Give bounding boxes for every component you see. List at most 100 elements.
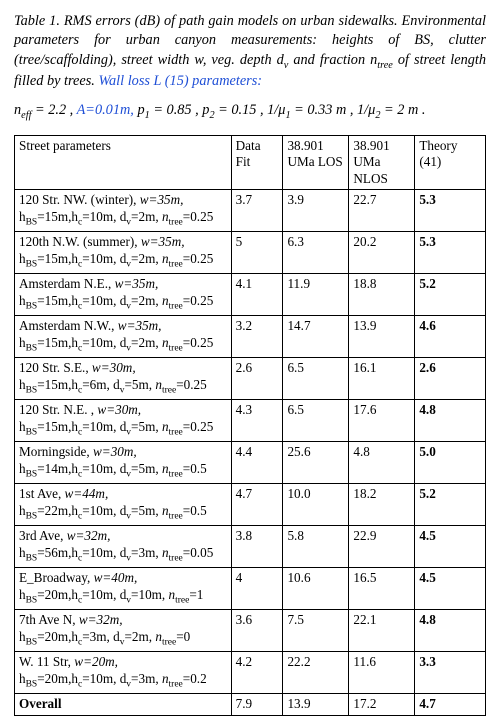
- nlos-cell: 16.1: [349, 358, 415, 400]
- street-name: 120th N.W. (summer),: [19, 234, 141, 249]
- fit-cell: 5: [231, 232, 283, 274]
- los-cell: 7.5: [283, 610, 349, 652]
- los-cell: 11.9: [283, 274, 349, 316]
- mu1-lhs: 1/: [267, 102, 278, 118]
- street-params: hBS=20m,hc=3m, dv=2m, ntree=0: [19, 629, 227, 650]
- street-cell: 1st Ave, w=44m,hBS=22m,hc=10m, dv=5m, nt…: [15, 484, 232, 526]
- fit-cell: 2.6: [231, 358, 283, 400]
- theory-cell: 3.3: [415, 652, 486, 694]
- mu1-val: = 0.33 m ,: [291, 102, 357, 118]
- los-cell: 13.9: [283, 694, 349, 716]
- theory-cell: 4.5: [415, 568, 486, 610]
- table-body: 120 Str. NW. (winter), w=35m, hBS=15m,hc=…: [15, 190, 486, 716]
- fit-cell: 3.8: [231, 526, 283, 568]
- fit-cell: 4.1: [231, 274, 283, 316]
- theory-cell: 2.6: [415, 358, 486, 400]
- street-name: 120 Str. N.E. ,: [19, 402, 97, 417]
- theory-cell: 4.7: [415, 694, 486, 716]
- street-cell: Amsterdam N.E., w=35m, hBS=15m,hc=10m, dv…: [15, 274, 232, 316]
- street-width: w=30m,: [97, 402, 141, 417]
- street-name: 7th Ave N,: [19, 612, 79, 627]
- mu2-lhs: 1/: [357, 102, 368, 118]
- street-width: w=35m,: [115, 276, 159, 291]
- fit-cell: 4.3: [231, 400, 283, 442]
- theory-cell: 5.2: [415, 484, 486, 526]
- los-cell: 6.5: [283, 358, 349, 400]
- street-name: Morningside,: [19, 444, 93, 459]
- street-name: E_Broadway,: [19, 570, 94, 585]
- table-caption: Table 1. RMS errors (dB) of path gain mo…: [14, 12, 486, 92]
- hdr-fit: Data Fit: [231, 135, 283, 190]
- p2-val: = 0.15 ,: [215, 102, 268, 118]
- caption-title: Table 1.: [14, 13, 64, 29]
- street-params: hBS=15m,hc=10m, dv=2m, ntree=0.25: [19, 335, 227, 356]
- nlos-cell: 17.2: [349, 694, 415, 716]
- street-cell: 120th N.W. (summer), w=35m,hBS=15m,hc=10…: [15, 232, 232, 274]
- street-width: w=30m,: [92, 360, 136, 375]
- los-cell: 14.7: [283, 316, 349, 358]
- street-params: hBS=15m,hc=10m, dv=2m, ntree=0.25: [19, 293, 227, 314]
- los-cell: 10.0: [283, 484, 349, 526]
- nlos-cell: 17.6: [349, 400, 415, 442]
- theory-cell: 5.2: [415, 274, 486, 316]
- fit-cell: 3.7: [231, 190, 283, 232]
- nlos-cell: 11.6: [349, 652, 415, 694]
- caption-body-2: and fraction n: [288, 52, 377, 68]
- hdr-street: Street parameters: [15, 135, 232, 190]
- street-cell: Morningside, w=30m,hBS=14m,hc=10m, dv=5m…: [15, 442, 232, 484]
- nlos-cell: 13.9: [349, 316, 415, 358]
- nlos-cell: 18.2: [349, 484, 415, 526]
- theory-cell: 5.0: [415, 442, 486, 484]
- neff-sub: eff: [21, 110, 31, 121]
- table-row: 120th N.W. (summer), w=35m,hBS=15m,hc=10…: [15, 232, 486, 274]
- theory-cell: 4.6: [415, 316, 486, 358]
- fit-cell: 4.4: [231, 442, 283, 484]
- street-cell: E_Broadway, w=40m, hBS=20m,hc=10m, dv=10m…: [15, 568, 232, 610]
- mu2-val: = 2 m .: [380, 102, 425, 118]
- street-name: Amsterdam N.E.,: [19, 276, 115, 291]
- theory-cell: 5.3: [415, 232, 486, 274]
- nlos-cell: 22.9: [349, 526, 415, 568]
- param-line: neff = 2.2 , A=0.01m, p1 = 0.85 , p2 = 0…: [14, 102, 486, 121]
- los-cell: 6.5: [283, 400, 349, 442]
- nlos-cell: 16.5: [349, 568, 415, 610]
- street-params: hBS=15m,hc=6m, dv=5m, ntree=0.25: [19, 377, 227, 398]
- los-cell: 5.8: [283, 526, 349, 568]
- table-row: 120 Str. NW. (winter), w=35m,hBS=15m,hc=…: [15, 190, 486, 232]
- nlos-cell: 22.7: [349, 190, 415, 232]
- fit-cell: 4: [231, 568, 283, 610]
- table-row: 3rd Ave, w=32m,hBS=56m,hc=10m, dv=3m, nt…: [15, 526, 486, 568]
- los-cell: 22.2: [283, 652, 349, 694]
- rms-table: Street parameters Data Fit 38.901 UMa LO…: [14, 135, 486, 716]
- fit-cell: 7.9: [231, 694, 283, 716]
- theory-cell: 5.3: [415, 190, 486, 232]
- street-name: 1st Ave,: [19, 486, 65, 501]
- los-cell: 10.6: [283, 568, 349, 610]
- table-row: 1st Ave, w=44m,hBS=22m,hc=10m, dv=5m, nt…: [15, 484, 486, 526]
- street-width: w=32m,: [67, 528, 111, 543]
- hdr-los: 38.901 UMa LOS: [283, 135, 349, 190]
- p1-sym: p: [137, 102, 144, 118]
- street-params: hBS=20m,hc=10m, dv=10m, ntree=1: [19, 587, 227, 608]
- caption-ntree-sub: tree: [377, 59, 393, 70]
- table-row: W. 11 Str, w=20m,hBS=20m,hc=10m, dv=3m, …: [15, 652, 486, 694]
- theory-cell: 4.8: [415, 610, 486, 652]
- street-width: w=35m,: [118, 318, 162, 333]
- street-width: w=40m,: [94, 570, 138, 585]
- A-text: A=0.01m,: [77, 102, 138, 118]
- overall-label: Overall: [15, 694, 232, 716]
- table-row: E_Broadway, w=40m, hBS=20m,hc=10m, dv=10m…: [15, 568, 486, 610]
- street-params: hBS=15m,hc=10m, dv=2m, ntree=0.25: [19, 251, 227, 272]
- street-width: w=44m,: [65, 486, 109, 501]
- street-cell: 120 Str. NW. (winter), w=35m,hBS=15m,hc=…: [15, 190, 232, 232]
- table-row: 120 Str. S.E., w=30m, hBS=15m,hc=6m, dv=5…: [15, 358, 486, 400]
- hdr-nlos: 38.901 UMa NLOS: [349, 135, 415, 190]
- theory-cell: 4.8: [415, 400, 486, 442]
- street-name: 120 Str. NW. (winter),: [19, 192, 140, 207]
- nlos-cell: 4.8: [349, 442, 415, 484]
- street-name: 120 Str. S.E.,: [19, 360, 92, 375]
- overall-row: Overall7.913.917.24.7: [15, 694, 486, 716]
- street-cell: 3rd Ave, w=32m,hBS=56m,hc=10m, dv=3m, nt…: [15, 526, 232, 568]
- p1-val: = 0.85 ,: [150, 102, 203, 118]
- los-cell: 3.9: [283, 190, 349, 232]
